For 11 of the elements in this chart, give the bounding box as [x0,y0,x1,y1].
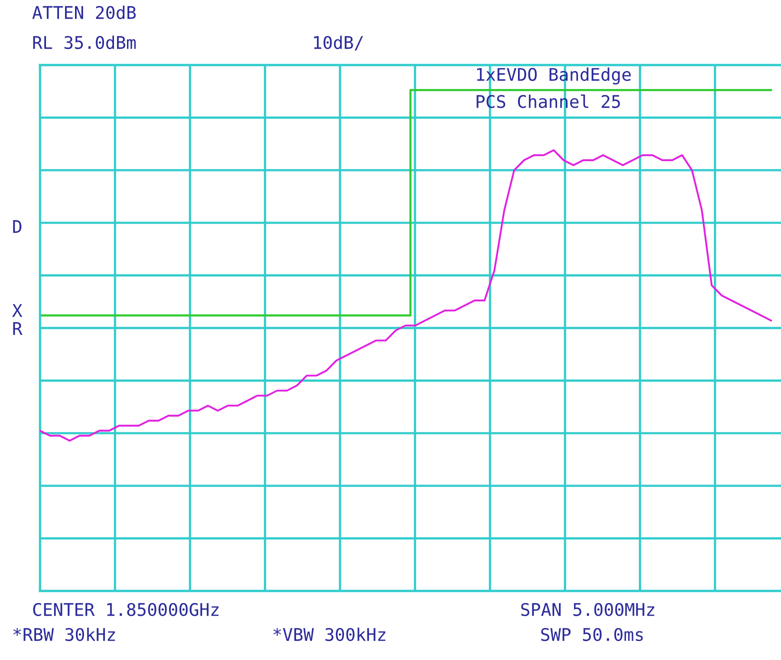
text: R [13,322,22,335]
text: D [13,220,22,233]
text: SWP 50.0ms [541,628,643,642]
text: X [12,304,22,317]
text: RL 35.0dBm [33,36,136,50]
text: SPAN 5.000MHz [521,602,654,616]
text: CENTER 1.850000GHz [33,602,219,616]
text: *RBW 30kHz [13,628,115,642]
text: 10dB/ [314,36,363,50]
text: *VBW 300kHz [273,628,386,642]
text: ATTEN 20dB [32,6,136,20]
